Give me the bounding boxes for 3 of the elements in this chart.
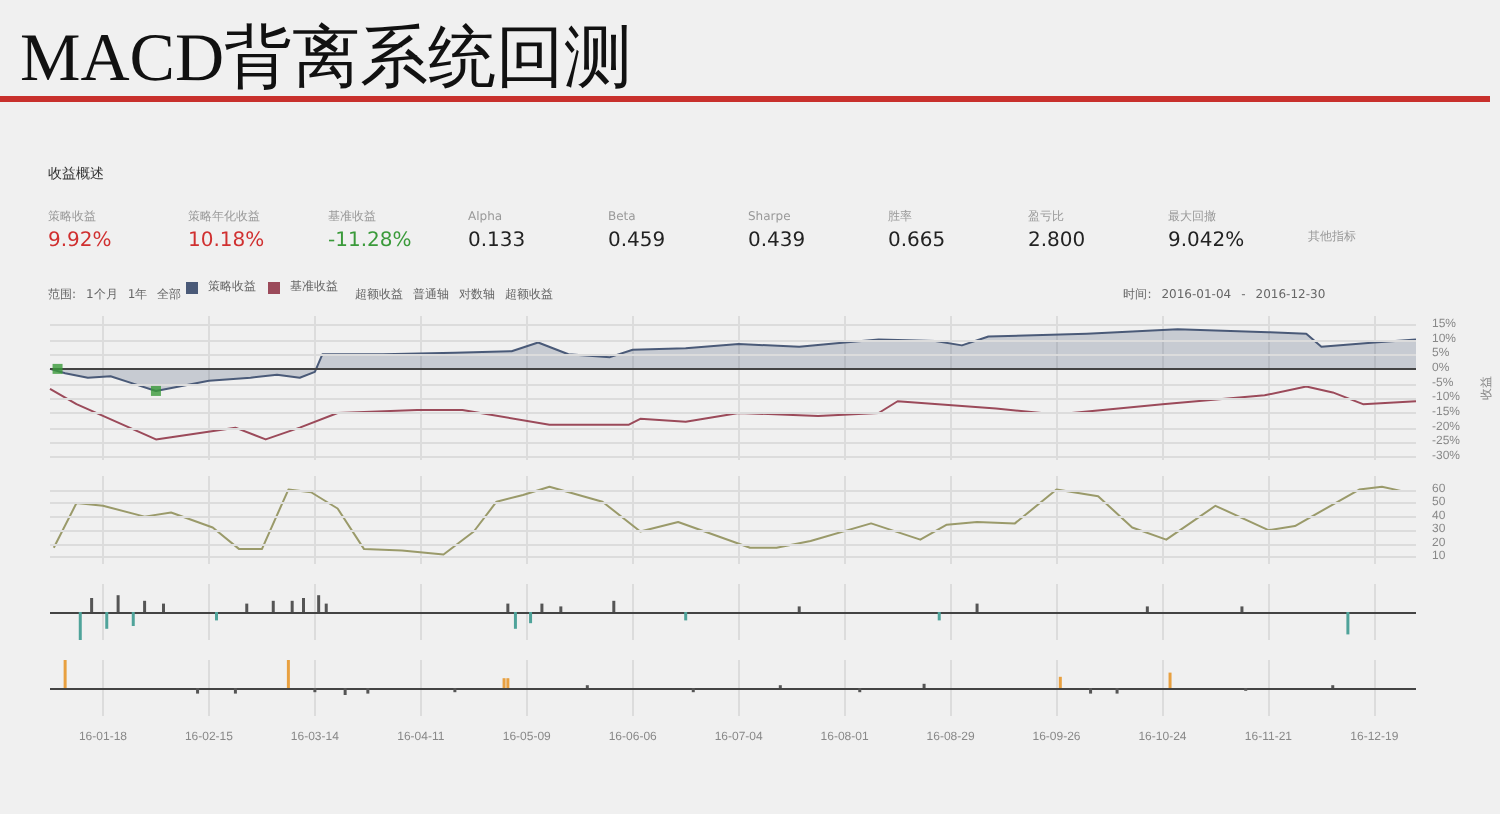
line-series [52,485,1402,556]
text: MACD背离系统回测 [20,20,633,100]
line-series [49,385,1417,441]
